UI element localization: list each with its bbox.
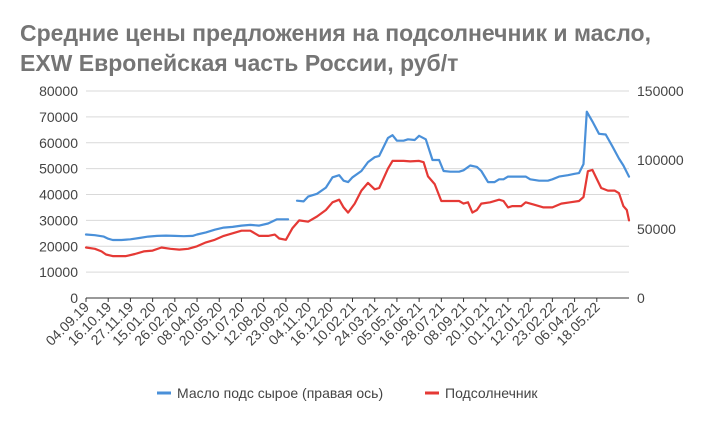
right-tick-label: 0 <box>637 290 645 306</box>
series-line-oil <box>295 110 631 203</box>
series-line-sunflower <box>84 159 631 258</box>
chart-title: Средние цены предложения на подсолнечник… <box>20 20 651 76</box>
left-y-axis: 0 10000 20000 30000 40000 50000 60000 70000 8000… <box>39 83 78 306</box>
x-axis: 04.09.1916.10.1927.11.1915.01.2026.02.20… <box>42 298 603 349</box>
right-tick-label: 50000 <box>637 221 676 237</box>
legend-item-sunflower[interactable]: Подсолнечник <box>425 385 538 401</box>
left-tick-label: 20000 <box>39 238 78 254</box>
left-tick-label: 50000 <box>39 161 78 177</box>
left-tick-label: 40000 <box>39 187 78 203</box>
legend-label-sunflower: Подсолнечник <box>445 385 538 401</box>
right-tick-label: 150000 <box>637 83 684 99</box>
series-line-oil <box>84 218 290 242</box>
left-tick-label: 30000 <box>39 212 78 228</box>
left-tick-label: 60000 <box>39 135 78 151</box>
left-tick-label: 0 <box>70 290 78 306</box>
legend: Масло подс сырое (правая ось) Подсолнечн… <box>157 385 538 401</box>
gridlines <box>86 90 629 299</box>
right-tick-label: 100000 <box>637 152 684 168</box>
series-layer <box>84 110 631 258</box>
legend-label-oil: Масло подс сырое (правая ось) <box>177 385 383 401</box>
left-tick-label: 10000 <box>39 264 78 280</box>
legend-item-oil[interactable]: Масло подс сырое (правая ось) <box>157 385 383 401</box>
left-tick-label: 70000 <box>39 109 78 125</box>
left-tick-label: 80000 <box>39 83 78 99</box>
right-y-axis: 0 50000 100000 150000 <box>637 83 684 306</box>
